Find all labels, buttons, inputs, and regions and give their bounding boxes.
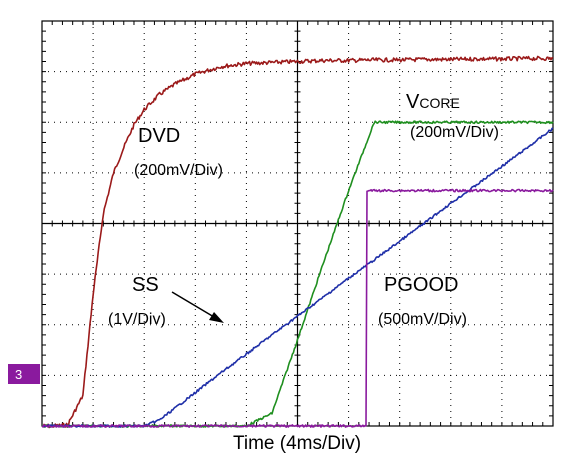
vcore-main: V [406, 91, 420, 113]
vcore-subscript: CORE [419, 95, 459, 111]
series-scale-ss: (1V/Div) [108, 311, 166, 328]
series-scale-dvd: (200mV/Div) [134, 162, 223, 179]
series-label-vcore: VCORE [406, 91, 460, 113]
trace-dvd [41, 55, 554, 429]
series-scale-pgood: (500mV/Div) [378, 311, 467, 328]
trace-pgood [41, 188, 554, 428]
grid [41, 20, 554, 427]
series-label-dvd: DVD [138, 125, 180, 147]
channel-marker: 3 [8, 364, 40, 384]
series-label-pgood: PGOOD [384, 274, 458, 296]
series-scale-vcore: (200mV/Div) [410, 124, 499, 141]
series-label-ss: SS [132, 274, 159, 296]
ss-callout-arrow [171, 291, 224, 323]
traces [41, 55, 554, 429]
x-axis-label: Time (4ms/Div) [233, 433, 361, 454]
channel-marker-label: 3 [15, 367, 22, 382]
